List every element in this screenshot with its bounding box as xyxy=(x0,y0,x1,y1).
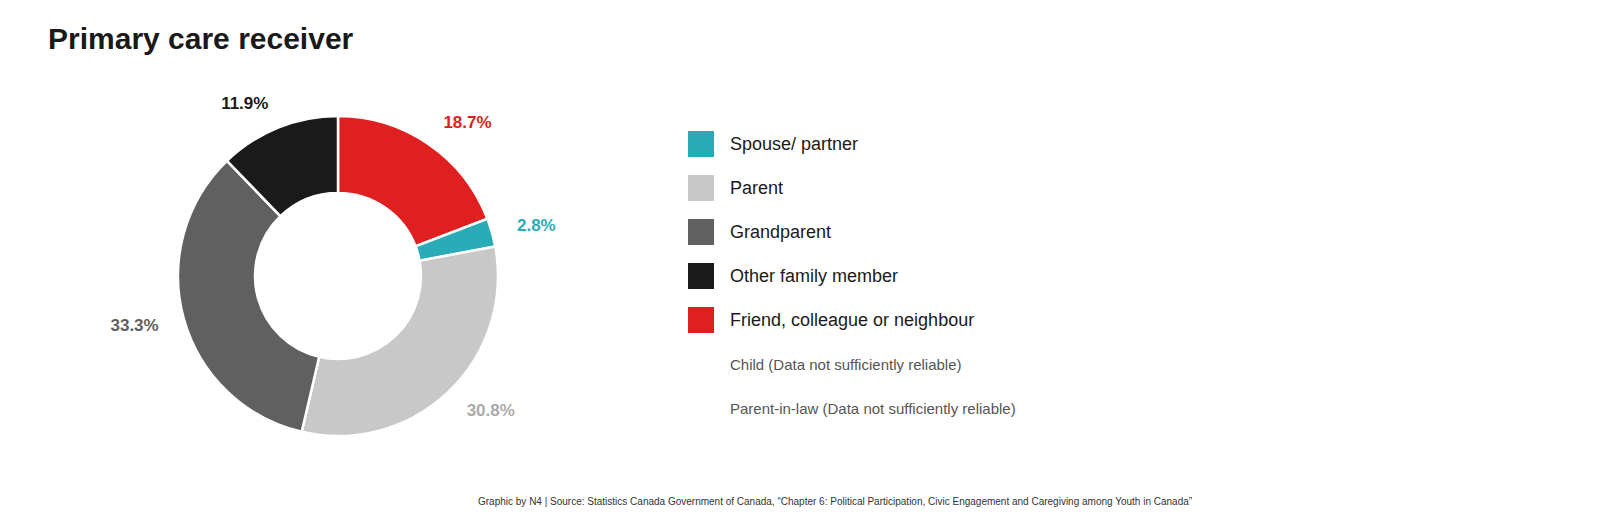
svg-text:18.7%: 18.7% xyxy=(443,113,491,132)
svg-text:33.3%: 33.3% xyxy=(110,316,158,335)
html-text:Primary care receiver: Primary care receiver xyxy=(48,22,354,55)
html-text:Parent: Parent xyxy=(730,177,783,198)
html-text:Grandparent: Grandparent xyxy=(730,221,832,242)
html-text:Graphic by N4 | Source: Statis: Graphic by N4 | Source: Statistics Canad… xyxy=(478,496,1193,507)
html-text:Friend, colleague or neighbour: Friend, colleague or neighbour xyxy=(730,309,975,330)
svg-text:30.8%: 30.8% xyxy=(467,401,515,420)
html-text:Child (Data not sufficiently r: Child (Data not sufficiently reliable) xyxy=(730,355,962,373)
html-text:Spouse/ partner: Spouse/ partner xyxy=(730,133,859,154)
svg-text:2.8%: 2.8% xyxy=(517,216,556,235)
svg-text:11.9%: 11.9% xyxy=(221,94,268,113)
html-text:Parent-in-law (Data not suffic: Parent-in-law (Data not sufficiently rel… xyxy=(730,399,1016,417)
html-text:Other family member: Other family member xyxy=(730,265,898,286)
